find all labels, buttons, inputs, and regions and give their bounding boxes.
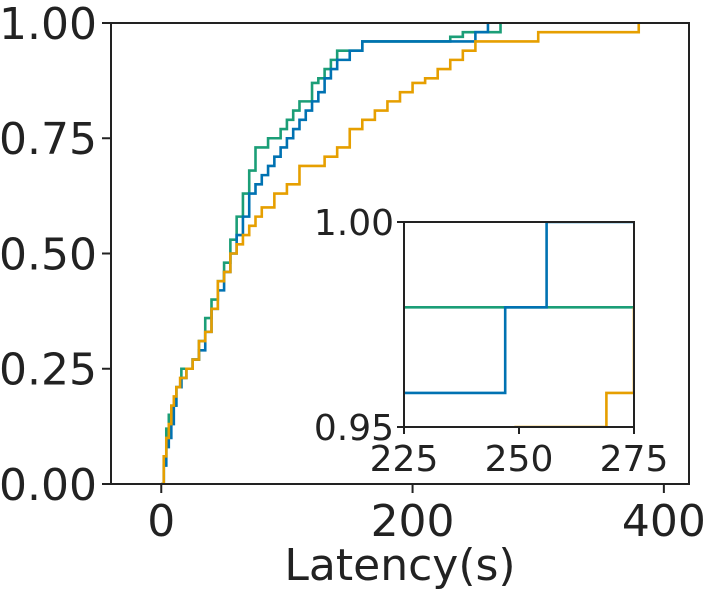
inset-series-group (404, 222, 634, 427)
inset-plot-background (404, 222, 634, 427)
main-x-tick-label: 400 (622, 496, 706, 547)
inset-x-tick-label: 250 (485, 439, 554, 480)
main-x-ticks: 0 200 400 (147, 484, 706, 547)
inset-plot-area: 225 250 275 0.95 1.00 (314, 203, 669, 480)
main-y-ticks: 0.00 0.25 0.50 0.75 1.00 (0, 0, 111, 511)
inset-x-tick-label: 225 (370, 439, 439, 480)
main-series-group (161, 23, 641, 484)
main-x-tick-label: 200 (371, 496, 455, 547)
inset-y-tick-label: 1.00 (314, 203, 394, 244)
main-y-tick-label: 0.50 (0, 229, 97, 280)
inset-series-blue-line (404, 222, 634, 395)
main-y-tick-label: 0.00 (0, 460, 97, 511)
inset-x-ticks: 225 250 275 (370, 427, 669, 480)
main-x-tick-label: 0 (147, 496, 175, 547)
main-y-tick-label: 1.00 (0, 0, 97, 50)
main-y-tick-label: 0.25 (0, 345, 97, 396)
inset-series-orange-line (514, 307, 634, 427)
inset-y-ticks: 0.95 1.00 (314, 203, 404, 449)
inset-y-tick-label: 0.95 (314, 408, 394, 449)
main-y-tick-label: 0.75 (0, 114, 97, 165)
x-axis-label: Latency(s) (284, 540, 515, 591)
main-series-orange-line (161, 23, 641, 484)
inset-x-tick-label: 275 (600, 439, 669, 480)
